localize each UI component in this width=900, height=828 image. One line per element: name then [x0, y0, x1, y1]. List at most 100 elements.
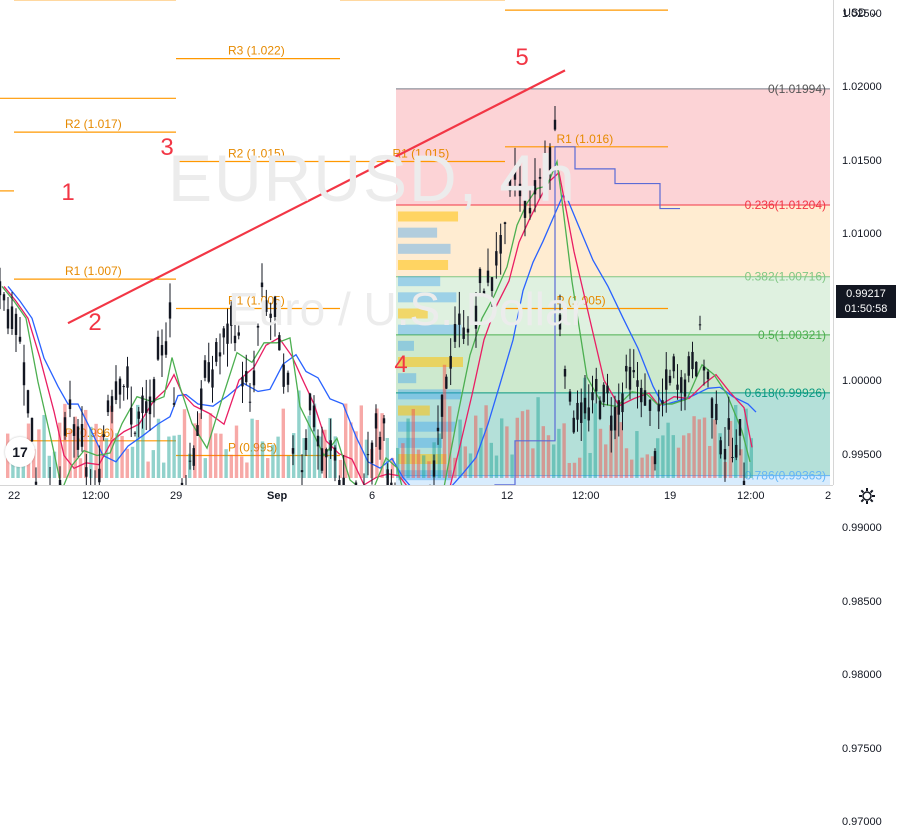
volume-bar [526, 409, 530, 478]
candle-body [702, 366, 706, 371]
volume-bar [297, 390, 301, 478]
volume-bar [182, 409, 187, 478]
candle-body [548, 147, 552, 171]
volume-bar [734, 405, 738, 478]
volume-bar [380, 413, 384, 478]
candle-body [695, 361, 698, 377]
candle-body [440, 394, 444, 417]
volume-bar [406, 418, 410, 478]
candle-body [320, 448, 324, 471]
volume-bar [156, 418, 161, 478]
candle-body [148, 396, 152, 415]
candle-body [628, 366, 632, 390]
candle-body [598, 400, 602, 419]
volume-bar [89, 426, 93, 478]
candle-body [278, 335, 281, 351]
upper-trendline [67, 69, 566, 325]
volume-bar [708, 445, 712, 478]
volume-bar [37, 429, 41, 478]
candle-body [621, 393, 624, 413]
volume-bar [260, 441, 265, 478]
volume-bar [468, 453, 473, 478]
volume-bar [442, 364, 447, 478]
wave-trendlines[interactable] [67, 69, 566, 485]
volume-profile-bar [398, 324, 462, 335]
volume-bar [458, 419, 462, 478]
chart-canvas[interactable]: 0(1.01994) 0.236(1.01204) 0.382(1.00716) 0.… [0, 0, 833, 485]
candle-body [486, 270, 490, 283]
tradingview-logo[interactable]: 17 [5, 437, 35, 467]
volume-bar [531, 448, 535, 478]
candle-body [466, 328, 470, 333]
volume-bar [494, 455, 499, 478]
candle-body [282, 364, 285, 387]
volume-bar [146, 461, 150, 478]
candle-body [453, 323, 457, 342]
ma-red-line [3, 171, 753, 485]
volume-profile-bar [398, 340, 414, 351]
volume-bar [671, 435, 675, 478]
gear-icon[interactable] [857, 486, 877, 506]
candle-body [482, 290, 486, 296]
volume-bar [572, 462, 577, 478]
volume-bar [94, 423, 98, 478]
candle-body [106, 400, 110, 413]
volume-bar [552, 444, 556, 478]
candle-body [458, 313, 461, 325]
candle-body [342, 477, 345, 485]
price-axis[interactable] [833, 0, 900, 485]
candle-body [632, 370, 635, 373]
volume-bar [52, 451, 57, 478]
currency-selector[interactable]: USD ⌄ [843, 6, 879, 19]
volume-bar [198, 413, 202, 478]
candle-body [141, 395, 144, 414]
volume-bar [484, 405, 488, 478]
volume-bar [598, 428, 603, 478]
volume-bar [666, 422, 670, 478]
volume-bar [286, 455, 291, 478]
candle-body [495, 251, 498, 266]
price-tick: 1.01500 [842, 154, 882, 167]
volume-bar [120, 435, 124, 478]
volume-bar [541, 426, 545, 478]
fibonacci-retracement[interactable]: 0(1.01994) 0.236(1.01204) 0.382(1.00716) 0.… [396, 82, 830, 485]
time-axis[interactable] [0, 485, 833, 511]
price-tick: 1.01000 [842, 228, 882, 240]
candle-body [329, 440, 332, 451]
candle-body [0, 281, 2, 296]
candle-body [572, 417, 575, 433]
candle-body [533, 180, 537, 195]
candle-body [126, 366, 129, 388]
candle-body [156, 336, 160, 360]
volume-bar [640, 457, 644, 478]
time-tick: 12 [501, 490, 514, 502]
candle-body [230, 305, 233, 326]
candle-body [661, 400, 664, 404]
candle-body [513, 168, 517, 180]
candle-body [312, 405, 316, 428]
volume-bar [78, 458, 83, 478]
candle-body [715, 403, 718, 421]
time-tick: 19 [664, 490, 677, 502]
volume-bar [229, 454, 233, 478]
candle-body [595, 378, 598, 392]
wave-label-5: 5 [515, 44, 528, 71]
volume-bar [245, 462, 249, 478]
candle-body [6, 309, 10, 329]
candle-body [508, 179, 512, 192]
candle-body [152, 379, 156, 403]
wave-label-4: 4 [394, 351, 407, 378]
volume-bar [411, 408, 415, 478]
volume-profile-bar [398, 421, 456, 432]
candle-body [10, 306, 14, 329]
candle-body [354, 482, 358, 485]
candle-body [85, 467, 88, 477]
candle-body [207, 362, 210, 382]
fib-zone [396, 205, 830, 277]
volume-profile-bar [398, 276, 441, 287]
fib-label: 0.382(1.00716) [745, 270, 826, 284]
volume-bar [266, 458, 270, 478]
volume-bar [32, 448, 36, 478]
candle-body [18, 336, 22, 342]
volume-bar [115, 433, 119, 478]
